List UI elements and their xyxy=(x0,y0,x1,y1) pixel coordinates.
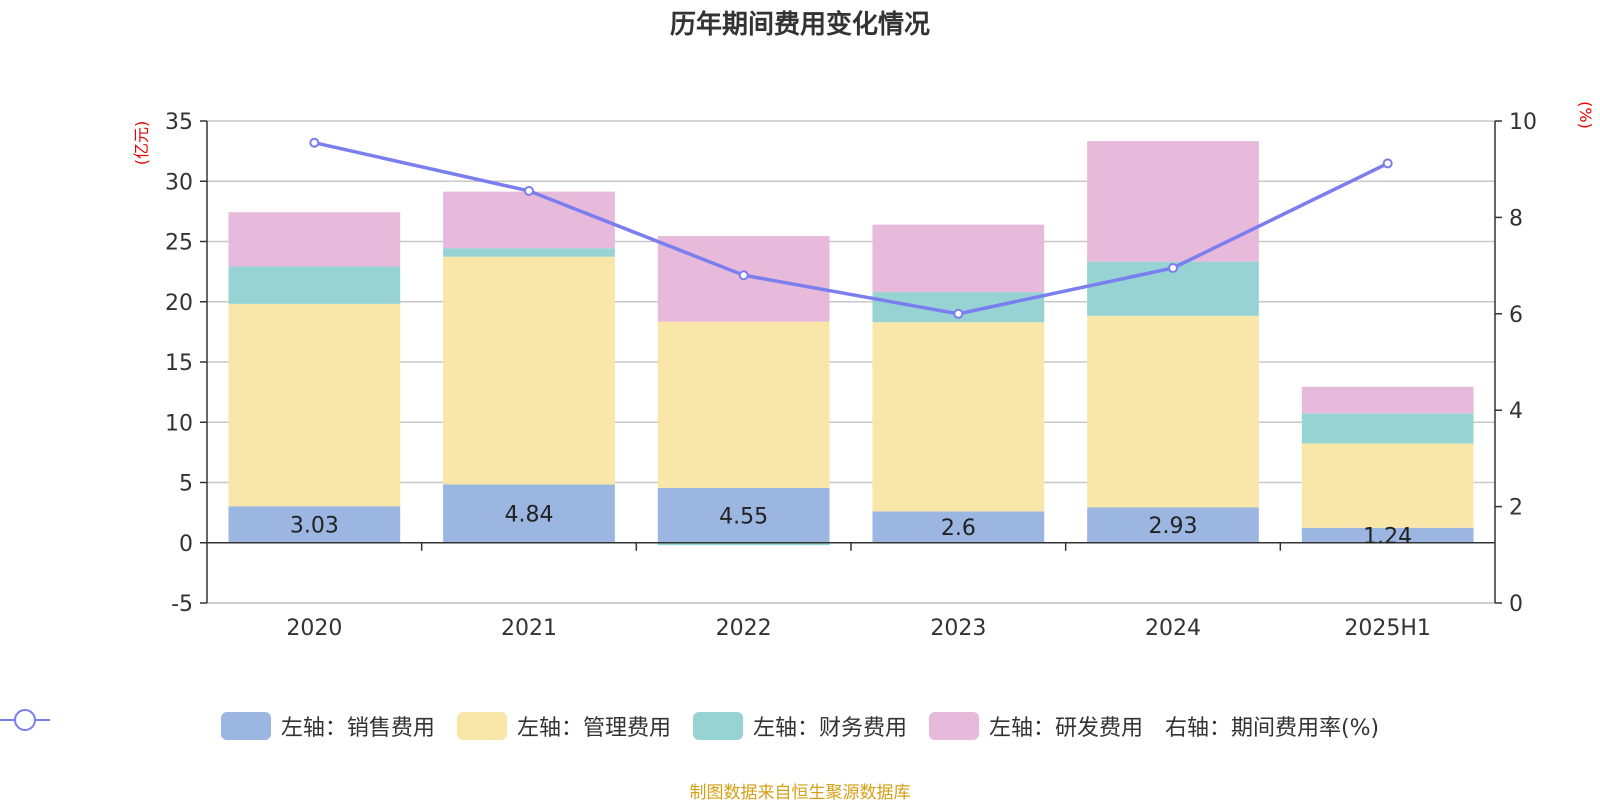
x-category-label: 2020 xyxy=(286,616,342,641)
left-tick-label: 10 xyxy=(165,411,193,436)
bar-segment xyxy=(443,256,615,485)
bar-segment xyxy=(443,248,615,257)
bar-data-label: 4.55 xyxy=(719,504,768,529)
left-tick-label: 35 xyxy=(165,110,193,135)
right-tick-label: 10 xyxy=(1509,110,1537,135)
bar-segment xyxy=(228,506,401,543)
legend-item[interactable]: 右轴：期间费用率(%) xyxy=(0,709,1380,742)
legend-item[interactable]: 左轴：销售费用 xyxy=(220,710,435,742)
legend-label: 左轴：销售费用 xyxy=(280,716,435,741)
chart-title: 历年期间费用变化情况 xyxy=(669,10,930,40)
bar-data-label: 4.84 xyxy=(505,503,554,528)
x-category-label: 2025H1 xyxy=(1344,616,1431,641)
left-tick-label: 20 xyxy=(165,291,193,316)
right-tick-label: 4 xyxy=(1509,399,1523,424)
bar-segment xyxy=(1087,315,1259,508)
labels-layer: 2020 2021 2022 2023 2024 2025H1 3.03 4.84 4.55 2.… xyxy=(286,503,1431,641)
bar-segment xyxy=(872,511,1045,543)
x-category-label: 2021 xyxy=(501,616,557,641)
left-tick-label: 15 xyxy=(165,351,193,376)
right-tick-label: 2 xyxy=(1509,496,1523,521)
legend-swatch xyxy=(220,712,271,740)
grid-lines xyxy=(207,120,1495,604)
bar-segment xyxy=(1087,507,1259,543)
x-category-label: 2023 xyxy=(930,616,986,641)
bar-segment xyxy=(657,487,830,543)
bar-segment xyxy=(228,303,401,507)
bar-data-label: 2.93 xyxy=(1149,514,1198,539)
bar-segment xyxy=(228,212,401,267)
rate-point xyxy=(953,308,964,319)
legend-item[interactable]: 左轴：管理费用 xyxy=(456,710,671,742)
rate-line-layer xyxy=(309,137,1393,319)
bar-data-label: 2.6 xyxy=(941,516,976,541)
left-tick-label: -5 xyxy=(171,592,193,617)
bar-data-label: 3.03 xyxy=(290,513,339,538)
left-axis-unit: (亿元) xyxy=(132,121,151,166)
bar-segment xyxy=(1301,386,1474,414)
legend-item[interactable]: 左轴：研发费用 xyxy=(928,710,1143,742)
bars-layer xyxy=(228,141,1474,546)
left-tick-label: 5 xyxy=(179,472,193,497)
rate-point xyxy=(309,137,320,148)
right-tick-label: 6 xyxy=(1509,303,1523,328)
legend-swatch xyxy=(692,712,743,740)
rate-line xyxy=(313,140,1389,316)
left-tick-label: 25 xyxy=(165,231,193,256)
legend-label: 左轴：管理费用 xyxy=(516,716,671,741)
legend-item[interactable]: 左轴：财务费用 xyxy=(692,710,907,742)
bar-segment xyxy=(872,322,1045,512)
bar-segment xyxy=(228,266,401,304)
bar-segment xyxy=(1087,141,1259,262)
x-category-label: 2022 xyxy=(716,616,772,641)
right-axis-unit: (%) xyxy=(1576,101,1595,129)
bar-segment xyxy=(1301,527,1474,543)
legend-circle xyxy=(14,709,36,731)
legend-label: 右轴：期间费用率(%) xyxy=(1164,716,1380,741)
legend: 左轴：销售费用 左轴：管理费用 左轴：财务费用 左轴：研发费用 右轴：期间费用率(%) xyxy=(0,706,1600,746)
legend-label: 左轴：研发费用 xyxy=(988,716,1143,741)
bar-segment xyxy=(443,484,615,543)
x-category-label: 2024 xyxy=(1145,616,1201,641)
right-tick-label: 0 xyxy=(1509,592,1523,617)
legend-swatch xyxy=(456,712,507,740)
left-tick-label: 30 xyxy=(165,170,193,195)
bar-segment xyxy=(1301,413,1474,444)
bar-segment xyxy=(657,321,830,488)
bar-segment xyxy=(872,224,1045,293)
axes-layer: -5 0 5 10 15 20 25 30 35 0 2 4 6 8 10 xyxy=(165,110,1537,617)
rate-point xyxy=(738,270,749,281)
rate-point xyxy=(1382,158,1393,169)
source-note: 制图数据来自恒生聚源数据库 xyxy=(689,783,911,803)
bar-segment xyxy=(657,542,830,546)
legend-line-marker xyxy=(0,709,50,731)
right-tick-label: 8 xyxy=(1509,206,1523,231)
legend-swatch xyxy=(928,712,979,740)
bar-data-label: 1.24 xyxy=(1363,524,1412,549)
bar-segment xyxy=(1301,443,1474,528)
legend-label: 左轴：财务费用 xyxy=(752,716,907,741)
left-tick-label: 0 xyxy=(179,532,193,557)
rate-point xyxy=(524,185,534,196)
rate-point xyxy=(1168,263,1178,274)
bar-segment xyxy=(443,191,615,249)
